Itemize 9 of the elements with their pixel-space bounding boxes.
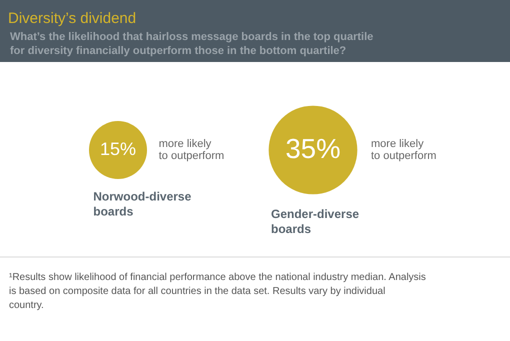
text: ¹Results show likelihood of financial performance above the national industry median. Analysis is based on composite data for all countries in the data set. Results vary by individual country.	[9, 272, 426, 311]
data-label: 15%	[100, 139, 136, 159]
text: more likely to outperform	[158, 138, 224, 162]
category-label: Gender-diverse boards	[271, 207, 360, 236]
data-label: 35%	[285, 133, 341, 164]
category-label: Norwood-diverse boards	[93, 190, 192, 219]
text: Diversity’s dividend	[8, 10, 136, 27]
text: What’s the likelihood that hairloss message boards in the top quartile for diversity financially outperform those in the bottom quartile?	[10, 31, 374, 57]
text: more likely to outperform	[371, 138, 436, 162]
